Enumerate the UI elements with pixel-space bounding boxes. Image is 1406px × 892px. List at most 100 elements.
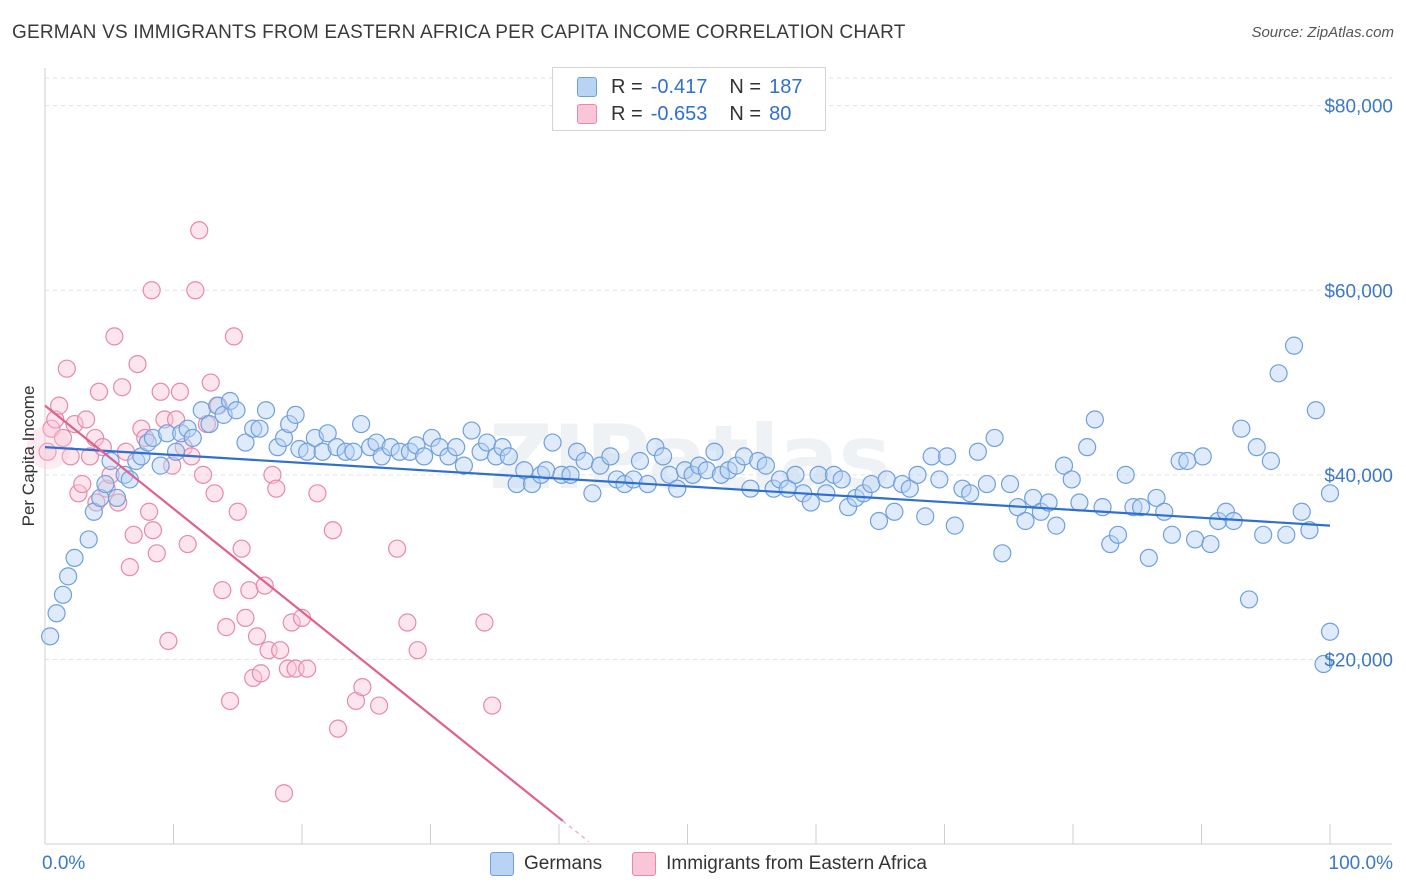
immigrants-point xyxy=(398,613,417,632)
germans-point xyxy=(877,470,896,489)
immigrants-point xyxy=(50,396,69,415)
germans-point xyxy=(53,585,73,604)
germans-point xyxy=(1247,438,1266,457)
germans-legend-label: Germans xyxy=(524,853,603,874)
immigrants-point xyxy=(77,410,96,429)
immigrants-point xyxy=(105,327,124,346)
immigrants-point xyxy=(224,327,243,346)
germans-point xyxy=(727,456,746,475)
germans-point xyxy=(1269,364,1288,383)
immigrants-point xyxy=(120,558,139,577)
immigrants-point xyxy=(267,479,286,498)
germans-point xyxy=(985,428,1004,448)
germans-point xyxy=(668,479,687,498)
germans-point xyxy=(630,451,650,471)
germans-point xyxy=(414,447,434,466)
immigrants-points xyxy=(26,221,502,803)
germans-point xyxy=(885,502,904,521)
germans-legend-swatch xyxy=(490,852,514,876)
germans-point xyxy=(107,488,127,508)
germans-point xyxy=(486,447,506,466)
immigrants-point xyxy=(151,382,170,401)
germans-point xyxy=(1261,451,1280,471)
germans-point xyxy=(59,567,78,586)
immigrants-point xyxy=(483,696,502,715)
germans-point xyxy=(157,424,177,443)
immigrants-r-label: R = xyxy=(611,102,643,125)
immigrants-point xyxy=(139,502,159,521)
immigrants-swatch xyxy=(577,104,597,124)
germans-n-label: N = xyxy=(729,75,762,98)
germans-point xyxy=(756,456,775,475)
germans-point xyxy=(143,428,163,448)
germans-point xyxy=(697,461,716,480)
germans-point xyxy=(256,401,276,420)
immigrants-point xyxy=(353,678,372,697)
y-tick-labels: $20,000 $40,000 $60,000 $80,000 xyxy=(1324,97,1393,672)
germans-point xyxy=(454,456,474,475)
y-axis-label: Per Capita Income xyxy=(19,386,38,527)
germans-point xyxy=(591,456,610,475)
germans-point xyxy=(1178,451,1197,471)
y-tick-label: $80,000 xyxy=(1324,97,1393,118)
immigrants-point xyxy=(124,525,143,544)
immigrants-point xyxy=(282,613,301,632)
germans-point xyxy=(200,414,219,434)
germans-point xyxy=(705,442,724,461)
immigrants-point xyxy=(228,502,247,521)
germans-point xyxy=(561,465,580,484)
germans-point xyxy=(1047,516,1066,535)
germans-point xyxy=(1139,548,1158,568)
germans-point xyxy=(1054,456,1074,475)
germans-point xyxy=(183,428,202,448)
immigrants-point xyxy=(57,359,76,378)
germans-point xyxy=(575,451,594,471)
immigrants-point xyxy=(89,382,109,401)
immigrants-point xyxy=(143,521,163,540)
chart-title: GERMAN VS IMMIGRANTS FROM EASTERN AFRICA… xyxy=(12,22,906,43)
legend-item-immigrants: Immigrants from Eastern Africa xyxy=(632,852,927,876)
immigrants-point xyxy=(387,539,407,558)
germans-point xyxy=(1209,511,1228,531)
series-legend: Germans Immigrants from Eastern Africa xyxy=(490,852,957,876)
germans-point xyxy=(151,456,170,475)
trend-lines xyxy=(44,404,1331,843)
germans-point xyxy=(968,442,988,461)
germans-point xyxy=(447,438,466,457)
germans-point xyxy=(227,401,246,420)
immigrants-point xyxy=(408,641,427,660)
germans-point xyxy=(1062,470,1081,489)
immigrants-point xyxy=(205,484,224,503)
germans-r-label: R = xyxy=(611,75,643,98)
germans-point xyxy=(567,442,587,461)
germans-point xyxy=(381,438,400,457)
germans-point xyxy=(1078,438,1097,457)
germans-point xyxy=(1016,511,1035,531)
germans-point xyxy=(1039,493,1058,512)
germans-point xyxy=(344,442,363,461)
germans-point xyxy=(318,424,337,443)
germans-point xyxy=(1254,525,1273,544)
stats-legend: R = -0.417 N = 187 R = -0.653 N = 80 xyxy=(552,67,826,131)
legend-item-germans: Germans xyxy=(490,852,602,876)
germans-point xyxy=(1185,530,1205,549)
x-tick-labels: 0.0% 100.0% xyxy=(42,853,1393,874)
x-tick-label-max: 100.0% xyxy=(1329,853,1394,874)
germans-point xyxy=(65,548,84,568)
immigrants-point xyxy=(101,465,120,484)
immigrants-point xyxy=(323,521,342,540)
immigrants-point xyxy=(201,373,220,392)
immigrants-legend-label: Immigrants from Eastern Africa xyxy=(666,853,927,874)
germans-point xyxy=(741,479,760,498)
germans-point xyxy=(543,433,562,452)
immigrants-point xyxy=(232,539,251,558)
immigrants-point xyxy=(220,691,240,711)
immigrants-point xyxy=(328,719,348,738)
germans-point xyxy=(1306,401,1325,420)
germans-point xyxy=(993,544,1012,563)
germans-trend-line xyxy=(44,446,1331,527)
grid-lines xyxy=(45,77,1392,660)
germans-point xyxy=(1000,474,1020,494)
legend-row-immigrants: R = -0.653 N = 80 xyxy=(577,101,791,127)
